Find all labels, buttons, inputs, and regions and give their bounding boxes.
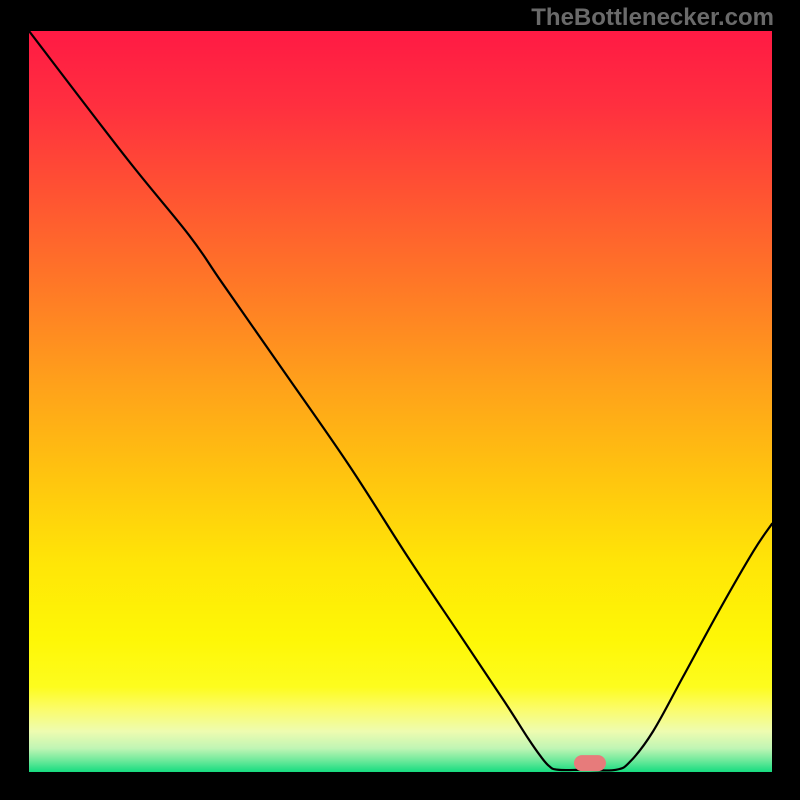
chart-svg — [29, 31, 772, 772]
chart-background — [29, 31, 772, 772]
chart-frame — [29, 31, 772, 772]
optimal-marker — [574, 755, 606, 771]
watermark-text: TheBottlenecker.com — [531, 4, 774, 32]
